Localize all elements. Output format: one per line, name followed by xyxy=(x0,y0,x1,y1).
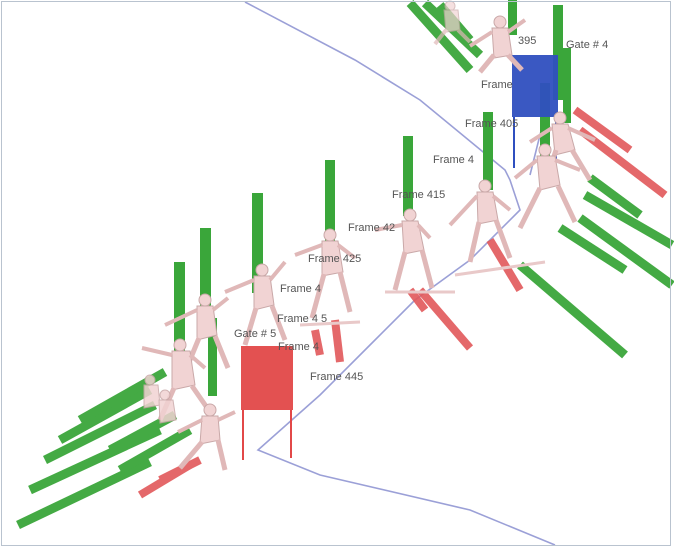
frame-415-label: Frame 415 xyxy=(392,189,445,201)
frame-420-label: Frame 42 xyxy=(348,222,395,234)
skier-430 xyxy=(224,260,288,346)
frame-445-label: Frame 445 xyxy=(310,371,363,383)
skier-425 xyxy=(294,228,361,327)
red-gate xyxy=(241,346,293,460)
frame-425-label: Frame 425 xyxy=(308,253,361,265)
frame-440-label: Frame 4 xyxy=(278,341,319,353)
skier-cluster-low xyxy=(143,374,177,424)
skier-445 xyxy=(177,403,236,471)
scene-labels: Gate # 4 Gate # 5 395 Frame Frame 405 Fr… xyxy=(234,35,608,383)
skier-395 xyxy=(468,15,527,74)
gate-5-label: Gate # 5 xyxy=(234,328,276,340)
frame-435-label: Frame 4 5 xyxy=(277,313,327,325)
red-shadows xyxy=(137,106,668,499)
skier-420 xyxy=(374,208,455,294)
frame-400-label: Frame xyxy=(481,79,513,91)
frame-410-label: Frame 4 xyxy=(433,154,474,166)
green-shadows xyxy=(16,0,674,530)
skier-410 xyxy=(513,143,581,230)
frame-395-label: 395 xyxy=(518,35,536,47)
skier-415 xyxy=(448,179,546,277)
skier-figures xyxy=(141,0,596,471)
skier-435 xyxy=(164,293,231,373)
skier-top-faded xyxy=(433,0,472,46)
frame-430-label: Frame 4 xyxy=(280,283,321,295)
gate-4-label: Gate # 4 xyxy=(566,39,608,51)
frame-405-label: Frame 405 xyxy=(465,118,518,130)
